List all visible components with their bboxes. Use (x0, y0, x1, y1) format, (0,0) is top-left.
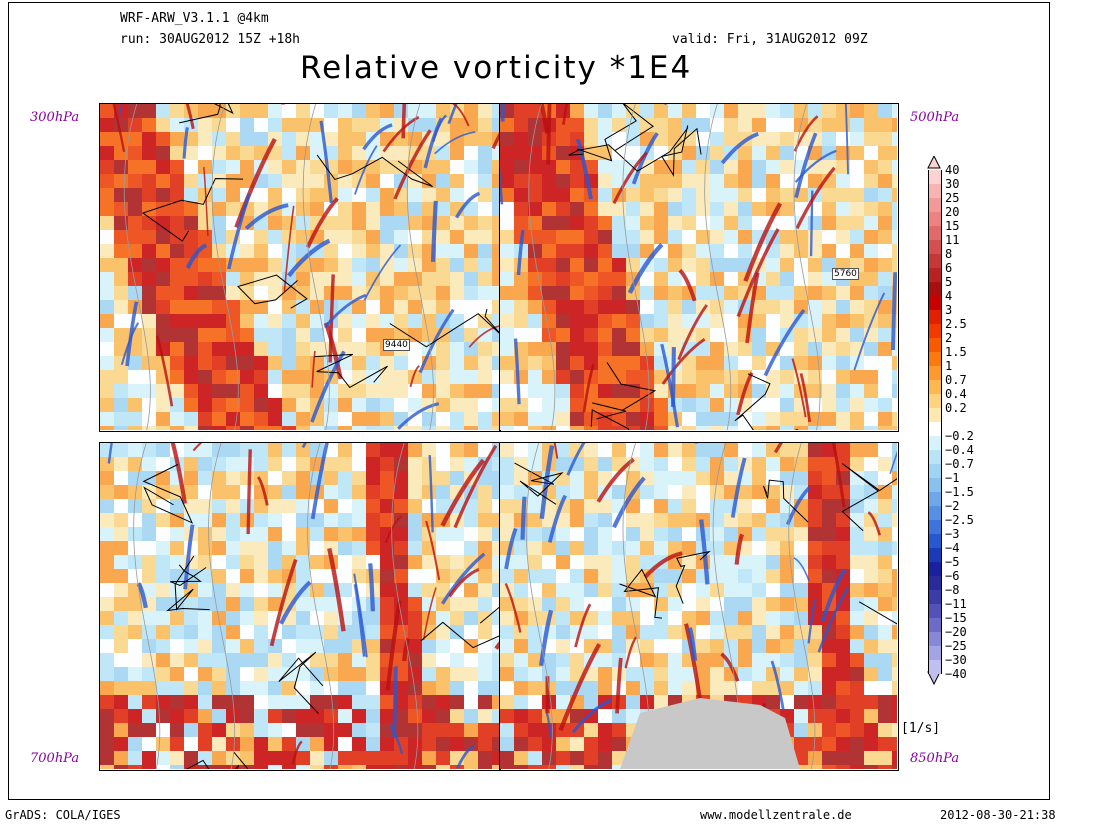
contour-label-300: 9440 (383, 339, 410, 351)
colorbar-label: 40 (945, 163, 960, 177)
colorbar-cell (928, 660, 942, 674)
level-label-700: 700hPa (30, 751, 80, 766)
colorbar-label: 5 (945, 275, 953, 289)
valid-label: valid: Fri, 31AUG2012 09Z (672, 32, 868, 47)
level-label-300: 300hPa (30, 110, 80, 125)
colorbar-cell (928, 590, 942, 604)
colorbar-cell (928, 520, 942, 534)
colorbar-label: −1 (945, 471, 960, 485)
colorbar-label: −40 (945, 667, 967, 681)
run-label: run: 30AUG2012 15Z +18h (120, 32, 301, 47)
plot-title: Relative vorticity *1E4 (300, 50, 693, 86)
colorbar-cell (928, 268, 942, 282)
colorbar-cell (928, 254, 942, 268)
map-panel-850hPa (499, 442, 899, 771)
colorbar-label: 0.4 (945, 387, 967, 401)
plot-frame (8, 2, 1050, 800)
colorbar-cell (928, 464, 942, 478)
colorbar-label: 4 (945, 289, 953, 303)
level-label-850: 850hPa (910, 751, 960, 766)
colorbar-label: −8 (945, 583, 960, 597)
colorbar-label: −25 (945, 639, 967, 653)
colorbar-label: −20 (945, 625, 967, 639)
colorbar-cell (928, 352, 942, 366)
vorticity-field (500, 104, 897, 430)
colorbar-cell (928, 492, 942, 506)
colorbar-label: 2.5 (945, 317, 967, 331)
colorbar-cell (928, 184, 942, 198)
colorbar-cell (928, 576, 942, 590)
colorbar-label: 0.2 (945, 401, 967, 415)
colorbar-label: −15 (945, 611, 967, 625)
colorbar-label: −11 (945, 597, 967, 611)
colorbar-label: −5 (945, 555, 960, 569)
colorbar-cell (928, 478, 942, 492)
colorbar-cell (928, 310, 942, 324)
colorbar-cell (928, 422, 942, 436)
colorbar-cell (928, 436, 942, 450)
colorbar-cell (928, 394, 942, 408)
level-label-500: 500hPa (910, 110, 960, 125)
colorbar-label: −0.4 (945, 443, 974, 457)
colorbar-cell (928, 296, 942, 310)
colorbar-cell (928, 548, 942, 562)
colorbar-cell (928, 198, 942, 212)
contour-label-500: 5760 (832, 268, 859, 280)
footer-credit: GrADS: COLA/IGES (5, 808, 121, 822)
vorticity-field (100, 104, 499, 430)
colorbar-label: 11 (945, 233, 960, 247)
colorbar-label: 6 (945, 261, 953, 275)
colorbar-label: −0.7 (945, 457, 974, 471)
colorbar-label: −30 (945, 653, 967, 667)
colorbar-cell (928, 450, 942, 464)
colorbar-label: 0.7 (945, 373, 967, 387)
terrain-mask (620, 698, 800, 769)
colorbar-cell (928, 170, 942, 184)
footer-timestamp: 2012-08-30-21:38 (940, 808, 1056, 822)
colorbar-cell (928, 562, 942, 576)
colorbar-label: 2 (945, 331, 953, 345)
map-panel-700hPa (99, 442, 501, 771)
colorbar-cell (928, 338, 942, 352)
colorbar-label: 8 (945, 247, 953, 261)
colorbar-cell (928, 506, 942, 520)
colorbar-label: −4 (945, 541, 960, 555)
vorticity-field (500, 443, 897, 769)
colorbar-cell (928, 226, 942, 240)
colorbar-cell (928, 534, 942, 548)
colorbar-cell (928, 282, 942, 296)
colorbar-label: 1 (945, 359, 953, 373)
footer-website: www.modellzentrale.de (700, 808, 852, 822)
colorbar-label: 1.5 (945, 345, 967, 359)
colorbar-label: 20 (945, 205, 960, 219)
colorbar-cell (928, 632, 942, 646)
colorbar-label: −6 (945, 569, 960, 583)
vorticity-field (100, 443, 499, 769)
colorbar-label: −2.5 (945, 513, 974, 527)
colorbar: 40 30 25 20 15 11 8 6 5 4 3 2.5 2 1.5 1 0.7 0.4 0.2 −0.2 −0… (918, 156, 974, 686)
colorbar-cell (928, 618, 942, 632)
model-label: WRF-ARW_V3.1.1 @4km (120, 11, 269, 26)
colorbar-label: −2 (945, 499, 960, 513)
colorbar-label: −3 (945, 527, 960, 541)
map-panel-300hPa (99, 103, 501, 432)
colorbar-cell (928, 240, 942, 254)
colorbar-cell (928, 604, 942, 618)
colorbar-cell (928, 324, 942, 338)
colorbar-cell (928, 212, 942, 226)
colorbar-cell (928, 408, 942, 422)
colorbar-cell (928, 366, 942, 380)
colorbar-label: 30 (945, 177, 960, 191)
colorbar-label: −0.2 (945, 429, 974, 443)
map-panel-500hPa (499, 103, 899, 432)
colorbar-label: 25 (945, 191, 960, 205)
colorbar-label: 15 (945, 219, 960, 233)
colorbar-label: −1.5 (945, 485, 974, 499)
colorbar-unit: [1/s] (901, 721, 941, 736)
colorbar-label: 3 (945, 303, 953, 317)
colorbar-cell (928, 380, 942, 394)
colorbar-cell (928, 646, 942, 660)
